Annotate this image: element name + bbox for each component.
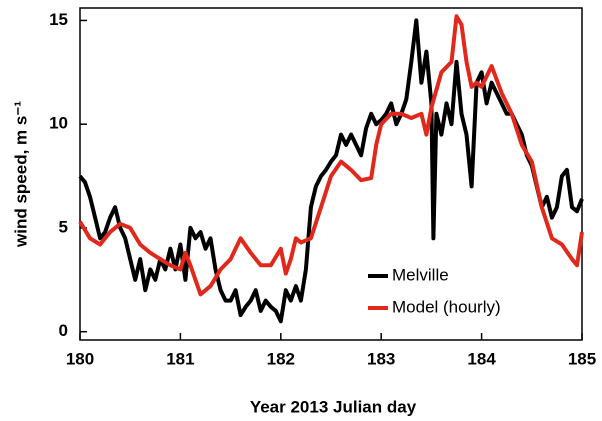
- y-tick-label: 5: [59, 217, 68, 236]
- legend-label: Melville: [392, 265, 449, 284]
- y-tick-label: 15: [49, 10, 68, 29]
- y-tick-label: 10: [49, 114, 68, 133]
- x-tick-label: 181: [166, 349, 194, 368]
- y-axis-title: wind speed, m s⁻¹: [11, 101, 30, 248]
- x-axis-title: Year 2013 Julian day: [250, 397, 417, 416]
- x-tick-label: 182: [267, 349, 295, 368]
- x-tick-label: 184: [467, 349, 496, 368]
- legend-label: Model (hourly): [392, 297, 501, 316]
- y-tick-label: 0: [59, 321, 68, 340]
- series-line: [78, 14, 584, 297]
- series-line: [78, 18, 584, 324]
- x-tick-label: 180: [66, 349, 94, 368]
- x-tick-label: 185: [568, 349, 596, 368]
- x-tick-label: 183: [367, 349, 395, 368]
- plot-frame: [79, 7, 583, 341]
